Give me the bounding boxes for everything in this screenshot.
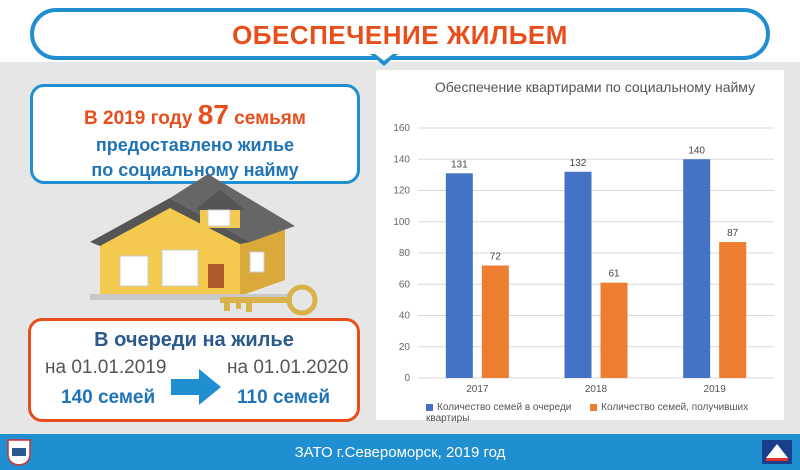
bar-chart: 0 20 40 60 80 100 120 140 160 131 72 2017 132 61 2018 1… [393,123,774,395]
footer-bar: ЗАТО г.Североморск, 2019 год [0,434,800,470]
bar-1 [564,171,592,378]
house-side-window [249,251,265,273]
y-tick-label: 60 [399,279,411,290]
bar-1 [683,159,711,378]
queue-count-from: 140 семей [61,387,156,408]
data-label: 87 [727,228,739,239]
y-tick-label: 20 [399,342,411,353]
y-tick-label: 100 [393,217,410,228]
y-tick-label: 40 [399,311,411,322]
house-dormer-roof [195,190,245,210]
key-tooth-2 [236,303,241,309]
y-tick-label: 80 [399,248,411,259]
data-label: 131 [451,159,468,170]
info-suffix: семьям [228,108,306,129]
chart-panel: Обеспечение квартирами по социальному на… [376,70,784,424]
x-tick-label: 2018 [585,384,608,395]
page-title: ОБЕСПЕЧЕНИЕ ЖИЛЬЕМ [232,20,568,50]
bar-1 [445,173,473,378]
house-window-1 [119,255,149,287]
queue-count-to: 110 семей [237,387,331,408]
keys-illustration [220,284,318,316]
title-notch-inner [374,53,394,61]
data-label: 140 [688,145,705,156]
party-emblem-icon [762,440,792,464]
x-tick-label: 2019 [704,384,727,395]
y-tick-label: 140 [393,154,410,165]
data-label: 132 [570,158,587,169]
y-tick-label: 160 [393,123,410,134]
queue-date-to: на 01.01.2020 [227,357,349,378]
y-tick-label: 120 [393,186,410,197]
house-illustration [90,174,295,300]
queue-title: В очереди на жилье [94,329,294,351]
data-label: 72 [490,252,502,263]
info-number: 87 [197,99,229,130]
key-ring [286,284,318,316]
x-tick-label: 2017 [466,384,489,395]
legend-label-1: Количество семей в очереди [437,402,572,413]
queue-date-from: на 01.01.2019 [45,357,167,378]
house-base [90,294,290,300]
legend-label-2: Количество семей, получивших квартиры [426,402,749,424]
key-tooth-3 [246,303,252,312]
queue-panel: В очереди на жилье на 01.01.2019 140 сем… [28,318,360,422]
legend-swatch-2 [590,403,598,411]
legend-swatch-1 [426,403,433,411]
house-window-2 [161,249,199,287]
info-prefix: В 2019 году [84,108,198,129]
info-line-2: предоставлено жилье [95,135,295,155]
chart-title: Обеспечение квартирами по социальному на… [434,79,756,95]
footer-text: ЗАТО г.Североморск, 2019 год [294,444,506,461]
key-shaft [220,297,292,303]
bar-2 [481,265,509,378]
bar-2 [600,282,628,378]
info-line-3: по социальному найму [91,160,299,180]
city-crest-icon [7,439,31,466]
y-tick-label: 0 [404,373,410,384]
bar-2 [719,242,747,378]
arrow-right-icon [171,369,221,405]
house-roof-front [90,198,250,246]
key-tooth-1 [224,303,230,311]
info-headline: В 2019 году 87 семьям [33,99,357,131]
title-banner: ОБЕСПЕЧЕНИЕ ЖИЛЬЕМ [30,8,770,60]
data-label: 61 [608,269,620,280]
house-dormer-window [207,209,231,227]
chart-legend: Количество семей в очереди Количество се… [426,402,784,424]
house-door [208,264,224,288]
info-callout: В 2019 году 87 семьям предоставлено жиль… [30,84,360,184]
